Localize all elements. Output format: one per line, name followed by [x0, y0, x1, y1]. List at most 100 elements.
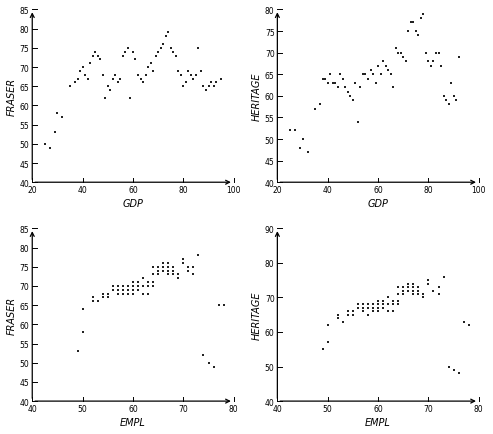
Point — [139, 275, 147, 282]
Point — [175, 275, 182, 282]
Point — [51, 129, 59, 136]
Point — [412, 29, 420, 36]
Point — [164, 260, 172, 267]
Point — [121, 49, 129, 56]
Point — [144, 290, 152, 297]
Point — [394, 301, 402, 308]
Point — [437, 63, 445, 70]
Point — [189, 271, 197, 278]
Point — [149, 279, 157, 286]
Point — [99, 72, 106, 79]
Point — [379, 298, 387, 305]
Point — [442, 98, 450, 105]
Point — [167, 45, 175, 52]
Point — [364, 305, 372, 312]
Point — [374, 63, 382, 70]
Point — [154, 263, 162, 270]
Point — [154, 267, 162, 274]
Point — [450, 367, 458, 374]
Point — [217, 76, 225, 83]
Point — [195, 252, 203, 259]
Point — [164, 263, 172, 270]
Point — [399, 54, 407, 61]
Point — [99, 294, 106, 301]
Point — [402, 59, 410, 66]
Point — [429, 287, 437, 294]
Point — [349, 312, 357, 319]
Point — [460, 319, 468, 326]
Point — [144, 279, 152, 286]
Point — [415, 284, 423, 291]
Point — [369, 72, 377, 79]
Point — [200, 84, 208, 91]
Point — [99, 290, 106, 297]
Point — [109, 283, 117, 290]
Point — [336, 72, 344, 79]
Point — [399, 291, 407, 298]
Point — [159, 263, 167, 270]
Point — [447, 80, 455, 87]
Point — [367, 67, 375, 74]
Point — [205, 359, 212, 366]
X-axis label: EMPL: EMPL — [120, 417, 146, 427]
Y-axis label: HERITAGE: HERITAGE — [252, 72, 262, 121]
Point — [200, 352, 208, 358]
Point — [404, 280, 412, 287]
Point — [434, 50, 442, 57]
Point — [354, 119, 362, 126]
Point — [144, 283, 152, 290]
Point — [175, 271, 182, 278]
Point — [455, 370, 462, 377]
Point — [374, 301, 382, 308]
Point — [359, 72, 367, 79]
Point — [344, 308, 352, 315]
Point — [79, 306, 87, 313]
Point — [91, 49, 99, 56]
Point — [445, 102, 453, 108]
Point — [311, 106, 319, 113]
Point — [349, 98, 357, 105]
Point — [114, 283, 122, 290]
Point — [409, 284, 417, 291]
Point — [79, 329, 87, 336]
Point — [379, 305, 387, 312]
Point — [344, 312, 352, 319]
Point — [94, 53, 102, 60]
Point — [109, 76, 117, 83]
Point — [162, 34, 170, 41]
Point — [349, 308, 357, 315]
Point — [374, 305, 382, 312]
X-axis label: GDP: GDP — [123, 199, 143, 209]
Point — [141, 72, 149, 79]
Point — [316, 102, 324, 108]
Point — [389, 298, 397, 305]
Point — [404, 287, 412, 294]
Point — [129, 290, 137, 297]
Point — [420, 294, 427, 301]
Point — [364, 301, 372, 308]
Point — [66, 84, 74, 91]
Point — [214, 302, 222, 309]
Point — [89, 53, 97, 60]
Point — [109, 286, 117, 293]
Point — [184, 267, 192, 274]
Point — [159, 267, 167, 274]
Point — [394, 50, 402, 57]
Point — [114, 290, 122, 297]
Point — [164, 267, 172, 274]
Point — [321, 76, 329, 83]
Point — [202, 87, 210, 94]
Y-axis label: FRASER: FRASER — [7, 78, 17, 115]
Point — [154, 267, 162, 274]
Point — [392, 46, 400, 53]
Point — [129, 283, 137, 290]
Point — [440, 93, 448, 100]
Point — [384, 301, 392, 308]
Point — [286, 128, 294, 135]
Point — [73, 348, 81, 355]
Point — [114, 286, 122, 293]
Point — [207, 80, 215, 87]
Point — [324, 80, 332, 87]
Point — [129, 279, 137, 286]
Point — [424, 59, 432, 66]
